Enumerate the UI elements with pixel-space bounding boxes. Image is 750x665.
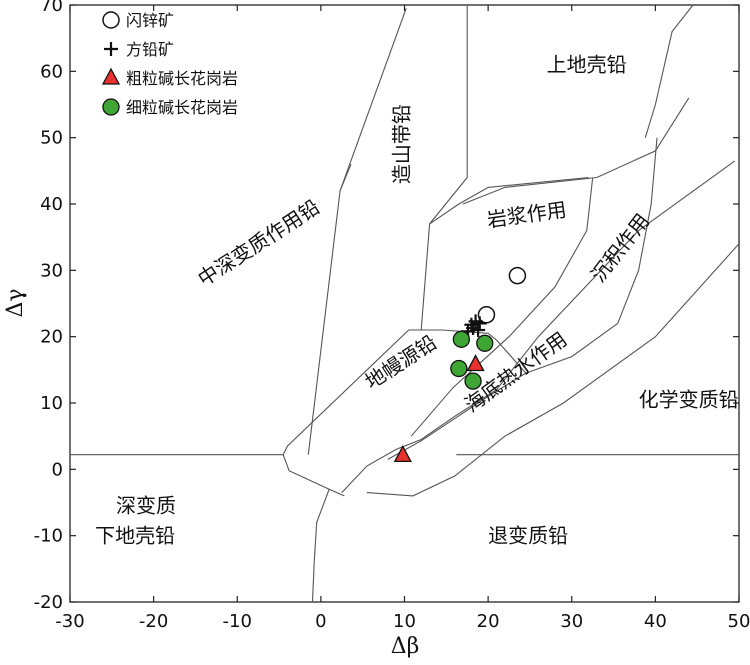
region-label-magmatic: 岩浆作用	[485, 197, 568, 232]
y-tick-label: -20	[34, 592, 63, 613]
legend-marker-sphalerite	[102, 11, 120, 29]
region-label-chem-meta: 化学变质铅	[639, 387, 739, 411]
boundary-seafloor-lower	[341, 160, 736, 493]
boundary-magmatic-top	[462, 97, 690, 205]
boundary-upper-right	[644, 4, 694, 138]
x-tick-label: 20	[477, 611, 500, 632]
region-label-deep-meta-lower-2: 下地壳铅	[95, 523, 175, 547]
point-sphalerite	[508, 266, 527, 285]
axis-ticks: -30 -20 -10 0 10 20 30 40 50706050403020100-10-2…	[34, 0, 750, 632]
legend-label: 方铅矿	[126, 40, 174, 59]
data-points	[393, 266, 527, 463]
boundary-sedimentary	[410, 177, 594, 437]
region-boundaries	[70, 4, 740, 603]
y-tick-label: 70	[40, 0, 63, 16]
x-tick-label: -30	[55, 611, 84, 632]
point-fine-granite	[464, 372, 482, 390]
point-coarse-granite	[393, 445, 412, 463]
y-tick-label: 60	[40, 61, 63, 82]
boundary-mid-deep	[307, 8, 407, 455]
x-tick-label: -20	[139, 611, 168, 632]
region-label-sedimentary: 沉积作用	[586, 209, 654, 287]
y-tick-label: 40	[40, 194, 63, 215]
region-label-retro-meta: 退变质铅	[488, 523, 568, 547]
boundary-mantle-top	[282, 329, 422, 455]
point-coarse-granite	[466, 354, 485, 372]
point-fine-granite	[450, 359, 468, 378]
y-tick-label: 10	[40, 393, 63, 414]
region-label-deep-meta-lower-1: 深变质	[116, 493, 176, 517]
legend-marker-coarse	[101, 67, 121, 85]
x-tick-label: 40	[644, 611, 667, 632]
boundary-sedimentary-right	[525, 137, 658, 374]
region-label-upper-crust: 上地壳铅	[547, 52, 627, 76]
boundary-retro-upper	[366, 243, 740, 497]
boundary-orogen-right	[420, 5, 468, 331]
legend-label: 细粒碱长花岗岩	[126, 98, 238, 117]
x-tick-label: 50	[728, 611, 750, 632]
region-label-orogen: 造山带铅	[390, 104, 414, 184]
region-label-mid-deep-meta: 中深变质作用铅	[193, 195, 323, 291]
x-tick-label: 0	[315, 611, 326, 632]
legend-marker-fine	[102, 98, 120, 116]
legend-marker-galena	[104, 42, 118, 56]
point-galena	[471, 323, 486, 338]
point-fine-granite	[476, 334, 494, 352]
x-axis-title: Δβ	[391, 634, 420, 659]
y-tick-label: 50	[40, 128, 63, 149]
point-fine-granite	[452, 330, 471, 348]
y-axis-title: Δγ	[3, 288, 28, 317]
y-tick-label: -10	[34, 526, 63, 547]
y-tick-label: 30	[40, 260, 63, 281]
legend-label: 粗粒碱长花岗岩	[126, 69, 238, 88]
y-tick-label: 0	[52, 459, 63, 480]
boundary-deep-vertical	[311, 489, 330, 603]
boundary-upper-left	[339, 163, 352, 191]
boundary-magmatic-inner	[429, 176, 589, 225]
legend-label: 闪锌矿	[126, 11, 174, 30]
x-tick-label: 10	[393, 611, 416, 632]
x-tick-label: -10	[223, 611, 252, 632]
boundary-seafloor-upper	[387, 329, 527, 460]
y-tick-label: 20	[40, 327, 63, 348]
region-label-mantle: 地幔源铅	[361, 330, 441, 394]
x-tick-label: 30	[560, 611, 583, 632]
boundary-mantle	[282, 454, 345, 497]
